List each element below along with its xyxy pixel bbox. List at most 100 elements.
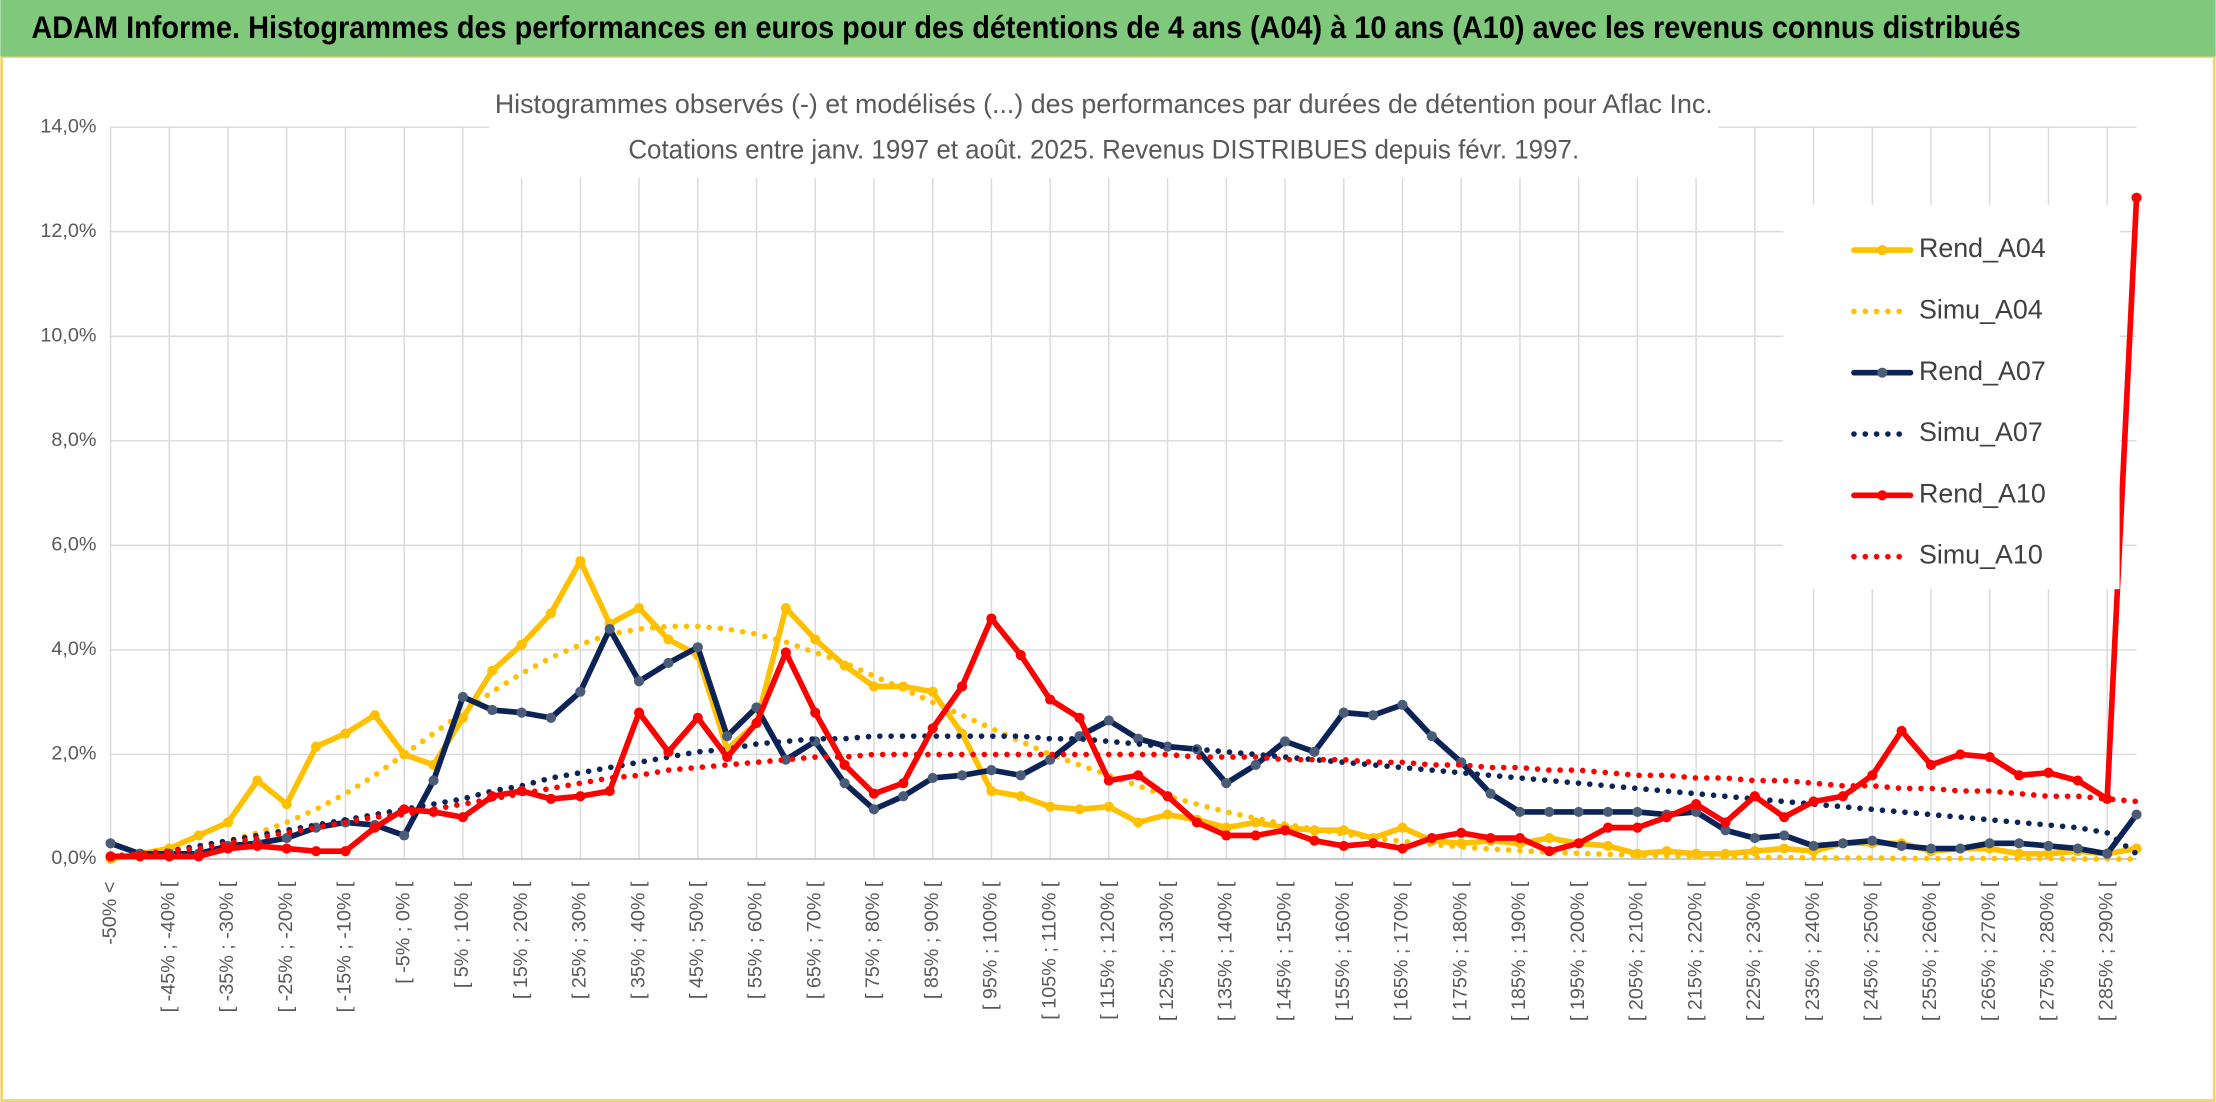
header-bar — [0, 0, 2216, 57]
data-point — [692, 642, 703, 653]
x-tick-label: [ 125% ; 130% [ — [1156, 881, 1178, 1021]
x-tick-label: [ 215% ; 220% [ — [1684, 881, 1706, 1021]
data-point — [633, 602, 645, 614]
data-point — [310, 741, 322, 752]
x-tick-label: [ 105% ; 110% [ — [1038, 881, 1060, 1020]
data-point — [868, 681, 880, 692]
data-point — [545, 793, 557, 804]
data-point — [487, 704, 498, 716]
plot: 0,0% 2,0% 4,0% 6,0% 8,0% 10,0% 12,0% 14,0% -50% … — [40, 115, 2142, 1021]
data-point — [340, 846, 351, 857]
data-point — [105, 838, 116, 849]
legend-label: Rend_A07 — [1919, 356, 2046, 386]
y-tick-label: 8,0% — [51, 429, 96, 451]
data-point — [1426, 832, 1437, 844]
data-point — [1338, 840, 1349, 852]
data-point — [986, 785, 997, 797]
data-point — [1103, 801, 1114, 812]
data-point — [252, 840, 263, 852]
data-point — [1221, 778, 1232, 789]
legend-marker — [1877, 367, 1888, 378]
data-point — [1162, 741, 1173, 752]
x-tick-label: [ 35% ; 40% [ — [627, 881, 649, 999]
data-point — [780, 647, 791, 658]
data-point — [839, 759, 850, 770]
data-point — [1456, 827, 1467, 838]
data-point — [986, 613, 997, 624]
data-point — [1779, 830, 1790, 841]
data-point — [810, 707, 821, 718]
y-tick-label: 0,0% — [51, 847, 96, 869]
x-tick-label: [ 115% ; 120% [ — [1097, 881, 1119, 1020]
data-point — [1779, 812, 1790, 823]
legend-marker — [1877, 490, 1888, 501]
data-point — [1162, 809, 1173, 820]
x-tick-label: [ 255% ; 260% [ — [1919, 881, 1941, 1021]
data-point — [1309, 835, 1320, 846]
data-point — [1837, 838, 1848, 849]
data-point — [1808, 840, 1819, 852]
legend-label: Rend_A10 — [1919, 478, 2046, 508]
data-point — [193, 851, 204, 862]
data-point — [457, 812, 468, 823]
data-point — [1045, 694, 1056, 705]
x-tick-label: [ 195% ; 200% [ — [1567, 881, 1589, 1021]
data-point — [1573, 806, 1584, 818]
data-point — [1720, 817, 1731, 828]
series-line — [107, 751, 2140, 860]
data-point — [780, 602, 791, 614]
data-point — [1338, 707, 1349, 718]
data-point — [1925, 843, 1937, 854]
y-tick-label: 2,0% — [51, 743, 96, 765]
data-point — [1221, 822, 1232, 833]
data-point — [428, 775, 439, 786]
x-tick-label: [ 145% ; 150% [ — [1273, 881, 1295, 1021]
y-tick-label: 4,0% — [51, 638, 96, 660]
x-tick-label: [ 205% ; 210% [ — [1626, 881, 1648, 1021]
data-point — [604, 623, 615, 635]
data-point — [1602, 840, 1614, 852]
x-tick-label: [ 175% ; 180% [ — [1449, 881, 1471, 1021]
data-point — [1691, 806, 1702, 818]
data-point — [575, 686, 586, 697]
data-point — [1133, 817, 1144, 828]
data-point — [1015, 770, 1026, 781]
data-point — [1133, 770, 1144, 781]
data-point — [545, 712, 557, 723]
data-point — [1368, 838, 1379, 849]
data-point — [1544, 806, 1555, 818]
data-point — [1896, 840, 1907, 852]
data-point — [1955, 843, 1966, 854]
data-point — [487, 665, 498, 676]
data-point — [399, 804, 410, 815]
data-point — [604, 785, 615, 797]
title-bg — [489, 84, 1719, 179]
data-point — [633, 676, 645, 687]
data-point — [2013, 770, 2025, 781]
x-tick-label: [ 235% ; 240% [ — [1802, 881, 1824, 1021]
data-point — [193, 830, 204, 841]
data-point — [1808, 796, 1819, 807]
data-point — [340, 728, 351, 739]
data-point — [281, 832, 292, 844]
data-point — [1485, 788, 1496, 799]
legend-marker — [1877, 244, 1888, 256]
data-point — [927, 723, 938, 734]
data-point — [2131, 809, 2142, 820]
data-point — [2102, 848, 2113, 859]
data-point — [1837, 791, 1848, 802]
x-tick-label: [ 45% ; 50% [ — [686, 881, 708, 999]
y-tick-label: 10,0% — [40, 324, 96, 346]
data-point — [1074, 804, 1085, 815]
x-tick-label: [ 165% ; 170% [ — [1391, 881, 1413, 1021]
data-point — [1279, 825, 1291, 836]
data-point — [927, 686, 938, 697]
x-tick-label: [ 65% ; 70% [ — [803, 881, 825, 999]
chart-subtitle: Cotations entre janv. 1997 et août. 2025… — [628, 134, 1579, 164]
data-point — [1955, 749, 1966, 760]
data-point — [868, 804, 880, 815]
data-point — [281, 799, 292, 810]
data-point — [1485, 832, 1496, 844]
data-point — [927, 772, 938, 784]
data-point — [722, 751, 733, 763]
